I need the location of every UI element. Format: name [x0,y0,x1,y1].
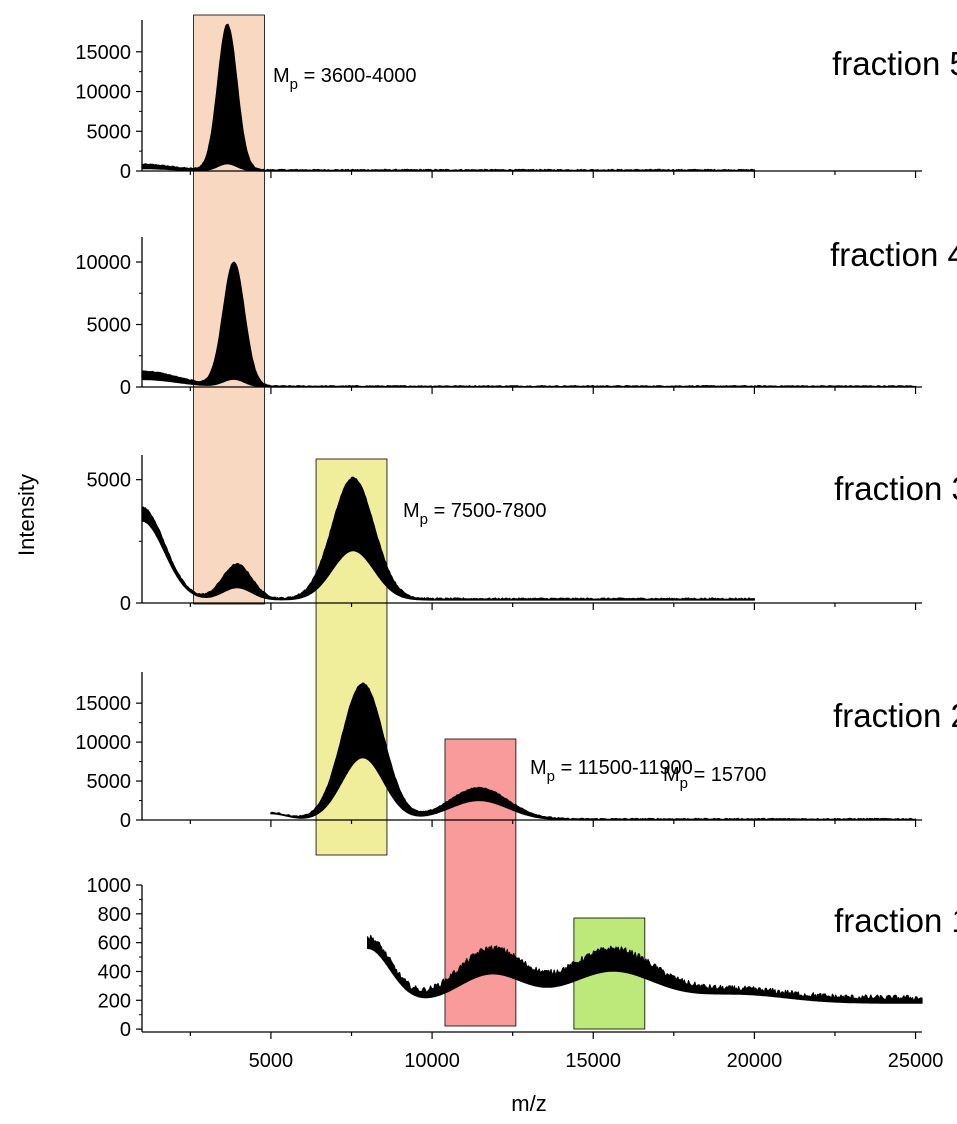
y-tick-label: 10000 [75,732,131,754]
spectra-panels: 0500010000150000500010000050000500010000… [75,20,943,1072]
y-tick-label: 400 [98,961,131,983]
x-tick-label: 10000 [404,1050,460,1072]
spectrum-trace [270,682,917,821]
fraction-label: fraction 5 [832,45,957,82]
spectrum-trace [141,476,755,601]
x-axis-title: m/z [511,1091,546,1116]
y-tick-label: 800 [98,904,131,926]
y-tick-label: 15000 [75,693,131,715]
fraction-label: fraction 4 [830,236,957,273]
x-tick-label: 20000 [727,1050,783,1072]
y-tick-label: 10000 [75,252,131,274]
mp-annotation: Mp = 7500-7800 [403,500,546,528]
y-tick-label: 5000 [87,470,132,492]
x-tick-label: 15000 [565,1050,621,1072]
y-tick-label: 5000 [87,315,132,337]
spectrum-trace [141,23,755,172]
panel-1: 0 5000 10000 15000 [75,20,922,183]
y-tick-label: 0 [120,1019,131,1041]
y-tick-label: 1000 [87,875,132,897]
y-tick-label: 5000 [87,121,132,143]
x-tick-label: 25000 [888,1050,944,1072]
y-tick-label: 0 [120,377,131,399]
x-tick-label: 5000 [249,1050,294,1072]
panel-labels: fraction 5 Mp = 3600-4000 fraction 4 fracti… [273,45,957,939]
panel-3: 0 5000 [87,455,922,615]
mp-annotation: Mp = 15700 [663,764,766,792]
mp-annotation: Mp = 11500-11900 [530,757,693,785]
spectrum-trace [367,934,923,1004]
panel-4: 0 5000 10000 15000 [75,672,922,832]
y-axis-title: Intensity [14,474,39,556]
y-tick-label: 200 [98,990,131,1012]
panel-2: 0 5000 10000 [75,237,922,399]
y-tick-label: 10000 [75,82,131,104]
panel-5: 0 200 400 600 800 1000 5000 10000 15000 20000 2500… [87,875,944,1072]
fraction-label: fraction 1 [834,902,957,939]
fraction-label: fraction 3 [834,470,957,507]
y-tick-label: 15000 [75,42,131,64]
mp-annotation: Mp = 3600-4000 [273,65,416,93]
y-tick-label: 0 [120,161,131,183]
spectrum-trace [141,261,917,388]
fraction-label: fraction 2 [833,697,957,734]
y-tick-label: 600 [98,933,131,955]
y-tick-label: 0 [120,810,131,832]
y-tick-label: 0 [120,593,131,615]
y-tick-label: 5000 [87,771,132,793]
